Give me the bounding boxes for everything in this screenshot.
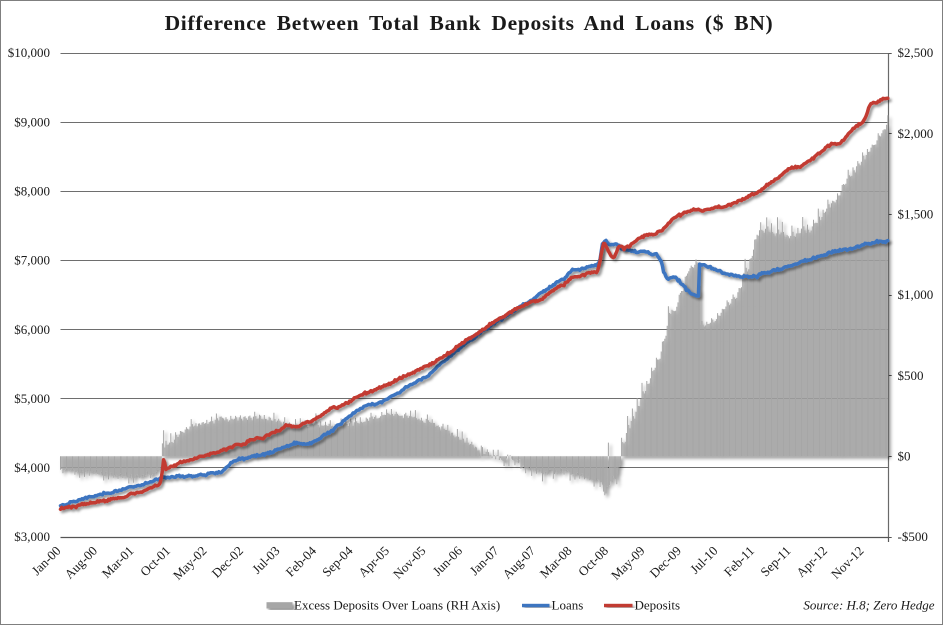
svg-text:$2,500: $2,500	[898, 45, 934, 60]
svg-text:$6,000: $6,000	[14, 322, 50, 337]
svg-text:$8,000: $8,000	[14, 184, 50, 199]
svg-text:$1,000: $1,000	[898, 287, 934, 302]
svg-text:$5,000: $5,000	[14, 391, 50, 406]
svg-text:$4,000: $4,000	[14, 460, 50, 475]
svg-text:Deposits: Deposits	[635, 598, 681, 613]
svg-text:$500: $500	[898, 368, 924, 383]
svg-text:Excess Deposits Over Loans (RH: Excess Deposits Over Loans (RH Axis)	[294, 598, 500, 613]
svg-text:$7,000: $7,000	[14, 253, 50, 268]
svg-text:$10,000: $10,000	[8, 45, 50, 60]
svg-text:-$500: -$500	[898, 529, 928, 544]
svg-text:$2,000: $2,000	[898, 126, 934, 141]
svg-text:$0: $0	[898, 449, 911, 464]
svg-text:Source: H.8; Zero Hedge: Source: H.8; Zero Hedge	[803, 598, 934, 613]
svg-text:$3,000: $3,000	[14, 529, 50, 544]
svg-text:$1,500: $1,500	[898, 207, 934, 222]
svg-text:Loans: Loans	[552, 598, 584, 613]
svg-text:$9,000: $9,000	[14, 114, 50, 129]
svg-text:Difference Between Total Bank: Difference Between Total Bank Deposits A…	[165, 11, 774, 35]
